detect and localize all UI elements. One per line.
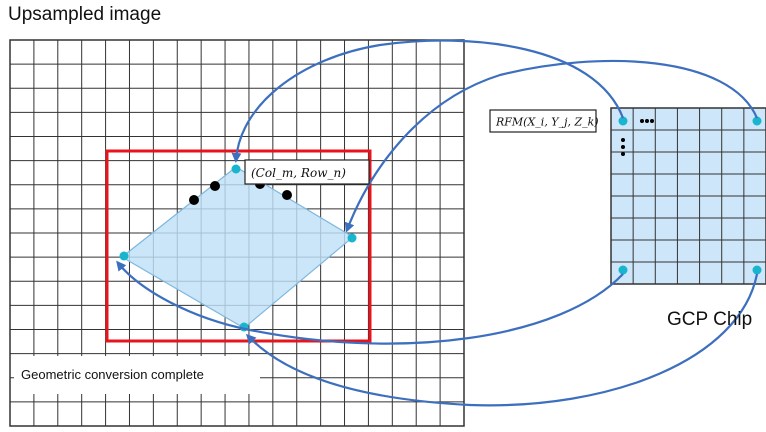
image-title: Upsampled image: [8, 4, 162, 25]
sample-point: [189, 195, 199, 205]
chip-corner-point: [752, 265, 762, 275]
rfm-label: RFM(X_i, Y_j, Z_k): [489, 109, 599, 133]
polygon-corner-point: [231, 164, 241, 174]
chip-corner-point: [752, 116, 762, 126]
sample-point: [282, 190, 292, 200]
polygon-corner-point: [119, 251, 129, 261]
arrow-top-right-to-right: [344, 59, 759, 233]
mapping-arrows: [116, 39, 759, 407]
sample-point: [210, 181, 220, 191]
arrow-top-left-to-top: [231, 39, 625, 163]
arrow-bottom-left-to-left: [116, 260, 624, 345]
rfm-label-text: RFM(X_i, Y_j, Z_k): [495, 116, 599, 129]
gcp-chip-label: GCP Chip: [667, 309, 752, 330]
col-row-label: (Col_m, Row_n): [244, 159, 370, 185]
polygon-corner-point: [347, 233, 357, 243]
chip-ellipsis-horizontal: [640, 119, 654, 123]
chip-ellipsis-vertical: [621, 138, 625, 156]
chip-corner-point: [618, 116, 628, 126]
arrow-bottom-right-to-bottom: [245, 273, 759, 407]
geometric-conversion-label: Geometric conversion complete: [14, 356, 260, 394]
gcp-chip-grid: [610, 107, 766, 285]
geometric-conversion-text: Geometric conversion complete: [21, 367, 204, 382]
chip-corner-point: [618, 265, 628, 275]
red-bounding-box: [105, 149, 372, 343]
col-row-label-text: (Col_m, Row_n): [251, 166, 346, 180]
